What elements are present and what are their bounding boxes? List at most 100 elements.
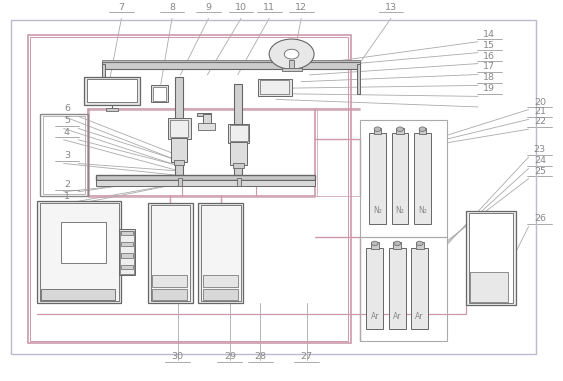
Bar: [203, 114, 211, 125]
Bar: [233, 163, 244, 168]
Bar: [282, 68, 302, 72]
Text: 23: 23: [534, 145, 546, 154]
Bar: [168, 118, 190, 139]
Bar: [396, 128, 404, 134]
Bar: [120, 231, 134, 274]
Bar: [122, 253, 133, 258]
Text: 14: 14: [483, 30, 495, 39]
Bar: [102, 62, 360, 69]
Bar: [418, 128, 426, 134]
Bar: [369, 133, 386, 224]
Circle shape: [269, 39, 314, 69]
Bar: [234, 84, 242, 177]
Text: 7: 7: [118, 3, 124, 11]
Text: Ar: Ar: [415, 312, 424, 321]
Circle shape: [396, 127, 403, 131]
Bar: [170, 120, 188, 137]
Bar: [171, 138, 186, 162]
Text: 24: 24: [534, 156, 546, 165]
Text: Ar: Ar: [393, 312, 401, 321]
Text: N₂: N₂: [396, 206, 404, 215]
Bar: [11, 20, 536, 354]
Text: 17: 17: [483, 62, 495, 72]
Bar: [122, 264, 133, 269]
Bar: [230, 142, 247, 165]
Bar: [236, 178, 241, 186]
Bar: [175, 77, 183, 177]
Bar: [201, 205, 240, 301]
Bar: [360, 120, 447, 237]
Bar: [228, 124, 249, 143]
Text: 29: 29: [224, 352, 236, 362]
Bar: [360, 237, 447, 341]
Bar: [154, 86, 166, 101]
Bar: [153, 289, 187, 300]
Text: 9: 9: [205, 3, 212, 11]
Bar: [392, 133, 408, 224]
Text: 8: 8: [169, 3, 175, 11]
Bar: [470, 272, 508, 302]
Text: 30: 30: [172, 352, 184, 362]
Text: 13: 13: [385, 3, 397, 11]
Text: N₂: N₂: [418, 206, 427, 215]
Bar: [84, 77, 140, 105]
Text: N₂: N₂: [373, 206, 382, 215]
Text: 3: 3: [64, 152, 70, 160]
Text: 1: 1: [64, 192, 70, 201]
Bar: [374, 128, 382, 134]
Text: 4: 4: [64, 128, 70, 137]
Bar: [415, 242, 423, 249]
Text: 12: 12: [295, 3, 307, 11]
Bar: [40, 114, 88, 195]
Bar: [43, 116, 85, 194]
Text: 6: 6: [64, 104, 70, 113]
Bar: [102, 60, 360, 62]
Bar: [37, 201, 122, 303]
Bar: [177, 178, 182, 186]
Bar: [411, 248, 428, 330]
Bar: [367, 248, 383, 330]
Bar: [151, 205, 190, 301]
Bar: [394, 242, 401, 249]
Bar: [153, 275, 187, 287]
Text: 22: 22: [534, 117, 546, 126]
Bar: [151, 85, 168, 102]
Bar: [87, 79, 137, 102]
Text: 2: 2: [64, 180, 70, 189]
Text: 18: 18: [483, 74, 495, 82]
Bar: [122, 231, 133, 235]
Bar: [30, 37, 348, 341]
Bar: [198, 123, 215, 130]
Bar: [203, 275, 238, 287]
Bar: [358, 64, 360, 94]
Text: Ar: Ar: [370, 312, 379, 321]
Bar: [173, 160, 184, 165]
Text: 25: 25: [534, 166, 546, 176]
Bar: [119, 229, 136, 275]
Text: 28: 28: [254, 352, 266, 362]
Bar: [61, 222, 106, 263]
Bar: [414, 133, 431, 224]
Bar: [41, 289, 115, 300]
Text: 21: 21: [534, 107, 546, 116]
Bar: [28, 35, 351, 343]
Text: 16: 16: [483, 51, 495, 61]
Bar: [197, 113, 211, 116]
Bar: [96, 175, 315, 181]
Bar: [102, 64, 105, 94]
Text: 27: 27: [301, 352, 313, 362]
Bar: [260, 80, 289, 94]
Text: 5: 5: [64, 117, 70, 125]
Bar: [468, 213, 513, 303]
Bar: [122, 242, 133, 247]
Bar: [230, 125, 248, 141]
Bar: [466, 211, 516, 305]
Circle shape: [419, 127, 426, 131]
Circle shape: [372, 241, 378, 246]
Bar: [106, 108, 118, 111]
Bar: [148, 203, 193, 303]
Circle shape: [284, 49, 299, 59]
Text: 19: 19: [483, 84, 495, 93]
Circle shape: [374, 127, 381, 131]
Text: 10: 10: [235, 3, 247, 11]
